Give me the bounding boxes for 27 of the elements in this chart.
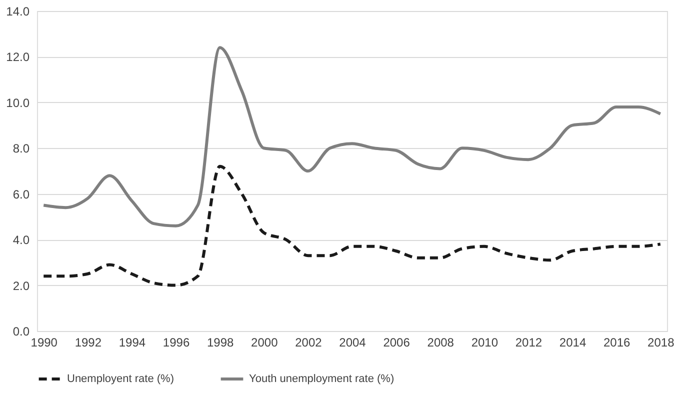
x-tick-label: 2004	[339, 336, 366, 350]
x-tick-label: 1998	[206, 336, 234, 350]
y-tick-label: 4.0	[12, 233, 30, 248]
y-tick-label: 2.0	[12, 278, 30, 293]
x-tick-label: 2014	[559, 336, 586, 350]
y-tick-label: 0.0	[12, 324, 30, 338]
x-tick-label: 2018	[648, 336, 675, 350]
y-tick-label: 14.0	[6, 4, 30, 18]
x-tick-label: 2008	[427, 336, 454, 350]
x-tick-label: 2006	[383, 336, 410, 350]
x-tick-label: 2012	[515, 336, 542, 350]
x-tick-label: 1996	[162, 336, 190, 350]
x-tick-label: 1994	[118, 336, 146, 350]
legend-label: Youth unemployment rate (%)	[249, 373, 394, 385]
x-tick-label: 2000	[251, 336, 278, 350]
y-tick-label: 8.0	[12, 142, 30, 156]
x-tick-label: 1992	[74, 336, 102, 350]
line-series	[42, 164, 662, 287]
x-tick-label: 1990	[30, 336, 58, 350]
y-tick-label: 12.0	[6, 50, 30, 64]
x-tick-label: 2002	[295, 336, 322, 350]
y-tick-label: 10.0	[6, 96, 30, 110]
x-tick-label: 2010	[471, 336, 498, 350]
legend-label: Unemployent rate (%)	[67, 373, 174, 385]
line-series	[42, 46, 662, 228]
y-tick-label: 6.0	[12, 187, 30, 202]
x-tick-label: 2016	[603, 336, 631, 350]
